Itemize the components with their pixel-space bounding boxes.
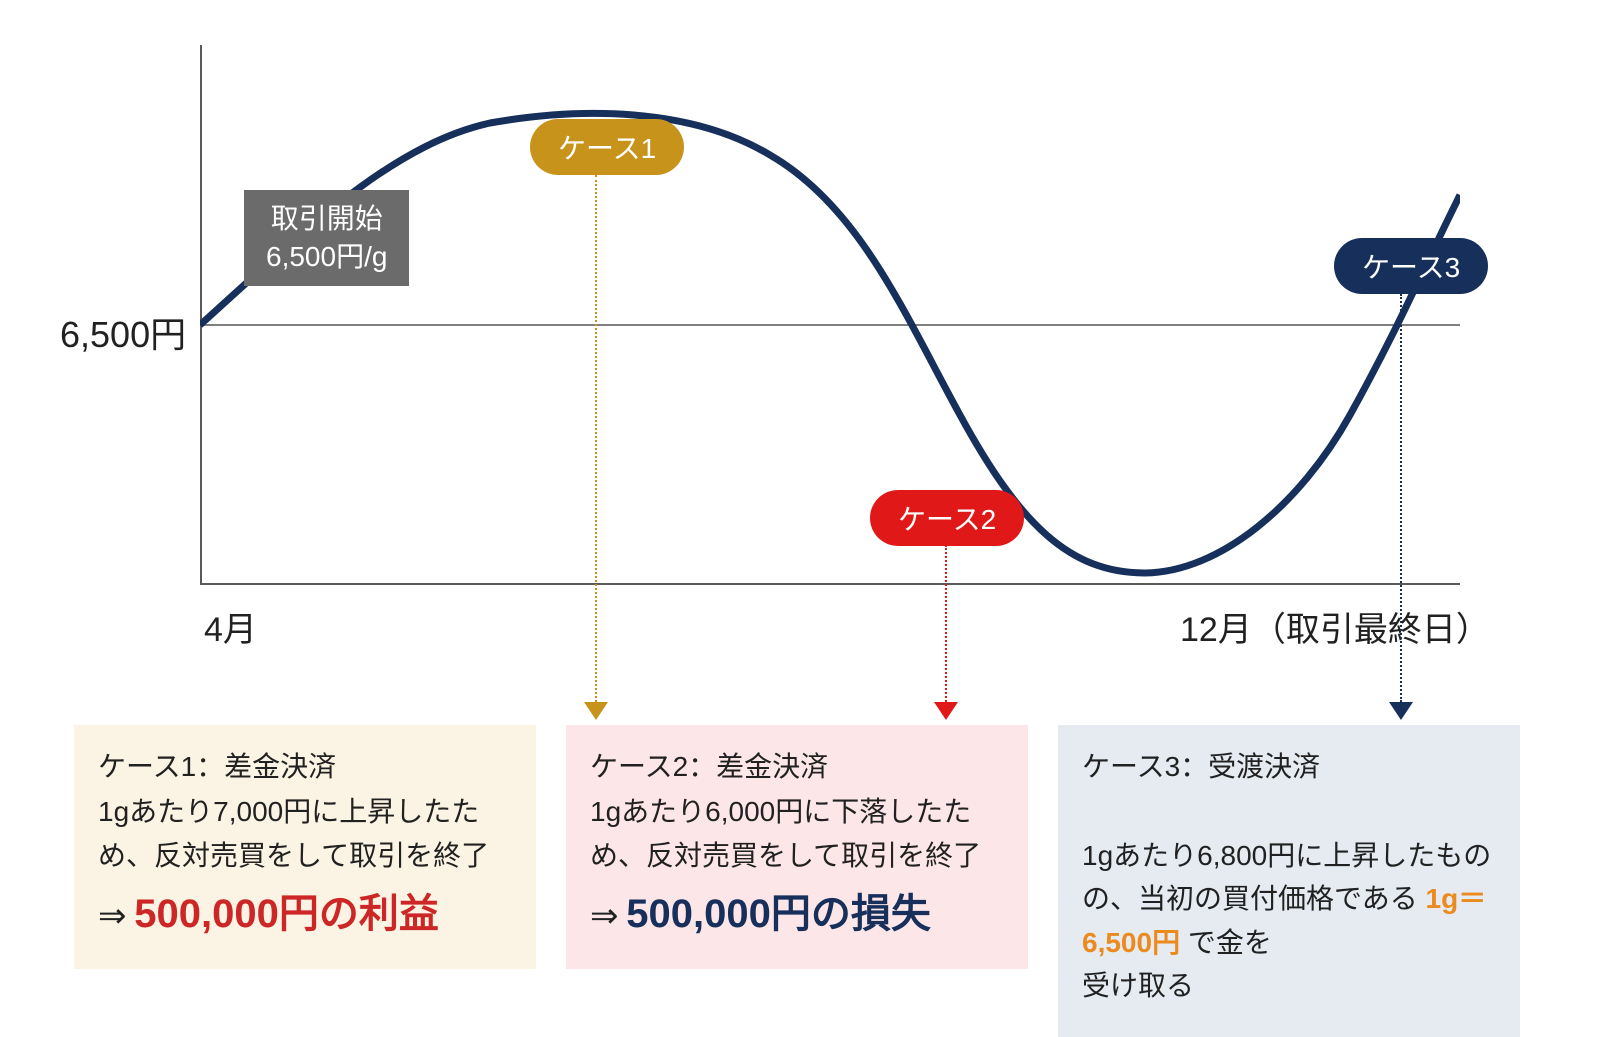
case3-arrow-icon	[1389, 702, 1413, 720]
case1-body: 1gあたり7,000円に上昇したため、反対売買をして取引を終了	[98, 790, 512, 877]
case3-pill: ケース3	[1334, 238, 1488, 294]
y-axis-label: 6,500円	[60, 306, 186, 358]
case1-card: ケース1：差金決済 1gあたり7,000円に上昇したため、反対売買をして取引を終…	[74, 725, 536, 969]
x-axis-start-label: 4月	[204, 602, 257, 651]
case1-pill: ケース1	[530, 119, 684, 175]
case2-title: ケース2：差金決済	[590, 745, 1004, 788]
result-arrow-icon: ⇒	[590, 897, 619, 935]
chart-area	[200, 45, 1460, 585]
case3-card: ケース3：受渡決済 1gあたり6,800円に上昇したものの、当初の買付価格である…	[1058, 725, 1520, 1037]
case1-result-text: 500,000円の利益	[134, 892, 439, 936]
price-curve	[200, 113, 1460, 573]
x-axis-end-label: 12月（取引最終日）	[1180, 602, 1490, 651]
start-badge-line2: 6,500円/g	[266, 238, 387, 276]
start-badge: 取引開始 6,500円/g	[244, 190, 409, 286]
case3-title: ケース3：受渡決済	[1082, 745, 1496, 788]
case3-connector	[1400, 294, 1402, 702]
case2-card: ケース2：差金決済 1gあたり6,000円に下落したため、反対売買をして取引を終…	[566, 725, 1028, 969]
case2-connector	[945, 545, 947, 702]
case3-body: 1gあたり6,800円に上昇したものの、当初の買付価格である 1g＝6,500円…	[1082, 790, 1496, 1007]
case1-arrow-icon	[584, 702, 608, 720]
case1-result: ⇒ 500,000円の利益	[98, 883, 512, 945]
result-arrow-icon: ⇒	[98, 897, 127, 935]
case1-connector	[595, 175, 597, 702]
case2-body: 1gあたり6,000円に下落したため、反対売買をして取引を終了	[590, 790, 1004, 877]
case2-pill: ケース2	[870, 490, 1024, 546]
case2-result-text: 500,000円の損失	[626, 892, 931, 936]
case2-arrow-icon	[934, 702, 958, 720]
start-badge-line1: 取引開始	[266, 200, 387, 238]
case1-title: ケース1：差金決済	[98, 745, 512, 788]
case2-result: ⇒ 500,000円の損失	[590, 883, 1004, 945]
chart-svg	[200, 45, 1460, 585]
